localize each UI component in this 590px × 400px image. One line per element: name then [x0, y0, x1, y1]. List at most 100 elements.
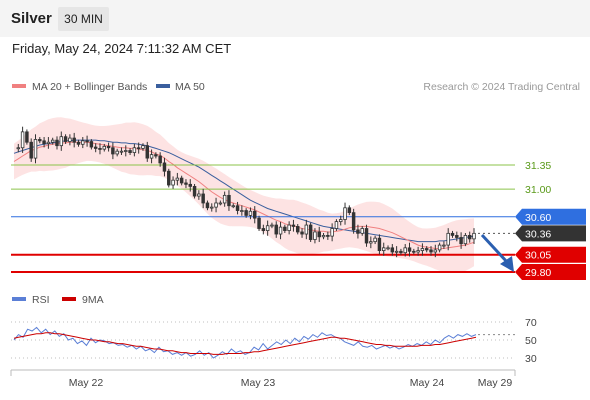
- candle: [38, 137, 42, 144]
- candle: [192, 183, 197, 199]
- candle: [274, 221, 278, 238]
- candle: [119, 147, 124, 155]
- candle: [235, 201, 240, 215]
- candle: [72, 132, 76, 148]
- candle: [390, 244, 395, 256]
- rsi-legend-label: RSI: [32, 294, 50, 306]
- resistance-label: 31.00: [525, 184, 551, 196]
- candle: [326, 231, 330, 240]
- ma50-legend-label: MA 50: [175, 81, 205, 93]
- candle: [89, 139, 94, 150]
- candle: [29, 138, 33, 162]
- candle: [222, 191, 227, 207]
- candle: [33, 134, 38, 164]
- candle: [369, 236, 373, 249]
- candle: [16, 143, 21, 153]
- ma50-legend-swatch: [156, 84, 170, 88]
- rsi-tick-label: 50: [525, 335, 537, 347]
- rsi-ma-legend-swatch: [62, 297, 76, 301]
- price-levels: 31.35 31.00 30.60 30.36 30.05 29.80: [11, 160, 586, 280]
- candle: [338, 215, 343, 226]
- candle: [442, 241, 446, 249]
- candle: [429, 246, 433, 256]
- candle: [179, 175, 184, 186]
- timestamp: Friday, May 24, 2024 7:11:32 AM CET: [12, 41, 232, 56]
- candle: [158, 152, 162, 167]
- candle: [25, 129, 29, 145]
- rsi-ma-line: [13, 332, 477, 355]
- candle: [304, 219, 309, 240]
- support-label: 29.80: [525, 267, 551, 279]
- candle: [81, 137, 85, 149]
- pivot-tag: [515, 208, 586, 225]
- candle: [420, 243, 425, 256]
- rsi-tick-label: 30: [525, 353, 537, 365]
- candle: [278, 221, 283, 240]
- candle: [205, 200, 210, 211]
- candle: [171, 176, 175, 189]
- candle: [124, 145, 128, 157]
- candle: [412, 248, 416, 255]
- rsi-legend-swatch: [12, 297, 26, 301]
- candle: [111, 142, 115, 160]
- candle: [46, 137, 51, 149]
- candle: [330, 223, 334, 242]
- candle: [257, 215, 261, 231]
- timeframe-badge[interactable]: 30 MIN: [58, 7, 109, 31]
- resistance-label: 31.35: [525, 160, 551, 172]
- support-tag: [515, 264, 586, 280]
- candle: [424, 246, 429, 253]
- arrow-head: [500, 256, 514, 272]
- candle: [102, 143, 107, 152]
- x-axis-ticks: May 22 May 23 May 24 May 29: [69, 377, 513, 389]
- candle: [128, 148, 132, 155]
- candle: [42, 137, 46, 148]
- candle: [201, 188, 205, 209]
- candle: [287, 221, 291, 235]
- candle: [231, 203, 235, 209]
- candle: [356, 224, 360, 239]
- candle: [321, 232, 326, 240]
- x-tick-label: May 29: [478, 377, 513, 389]
- candle: [244, 208, 248, 218]
- candle: [184, 179, 188, 189]
- candle: [175, 172, 180, 186]
- candle: [197, 190, 201, 200]
- candlesticks: [16, 126, 476, 258]
- candle: [265, 220, 270, 236]
- credit-text: Research © 2024 Trading Central: [423, 81, 580, 93]
- last-price-tag: [515, 225, 586, 242]
- candle: [141, 143, 145, 151]
- last-price-label: 30.36: [525, 228, 551, 240]
- rsi-ma-legend-label: 9MA: [82, 294, 104, 306]
- bollinger-bands: [14, 117, 474, 273]
- candle: [248, 207, 253, 220]
- candle: [347, 205, 352, 216]
- candle: [261, 224, 266, 235]
- candle: [188, 179, 192, 192]
- candle: [270, 222, 274, 229]
- candle: [416, 246, 420, 256]
- candle: [403, 244, 407, 257]
- candle: [136, 142, 141, 154]
- candle: [59, 131, 64, 151]
- candle: [334, 219, 339, 231]
- candle: [162, 157, 167, 177]
- candle: [167, 168, 171, 188]
- candle: [450, 230, 455, 238]
- ma50-line: [13, 139, 475, 243]
- candle: [313, 228, 317, 244]
- rsi-panel: 70 50 30: [11, 317, 537, 365]
- candle: [446, 228, 450, 251]
- bollinger-band-area: [14, 117, 474, 273]
- candle: [459, 232, 463, 249]
- pivot-label: 30.60: [525, 212, 551, 224]
- candle: [98, 143, 102, 155]
- x-tick-label: May 22: [69, 377, 104, 389]
- candle: [93, 143, 98, 153]
- candle: [433, 244, 438, 258]
- ma20-legend-swatch: [12, 84, 26, 88]
- candle: [386, 245, 390, 251]
- candle: [283, 224, 287, 233]
- candle: [343, 202, 347, 225]
